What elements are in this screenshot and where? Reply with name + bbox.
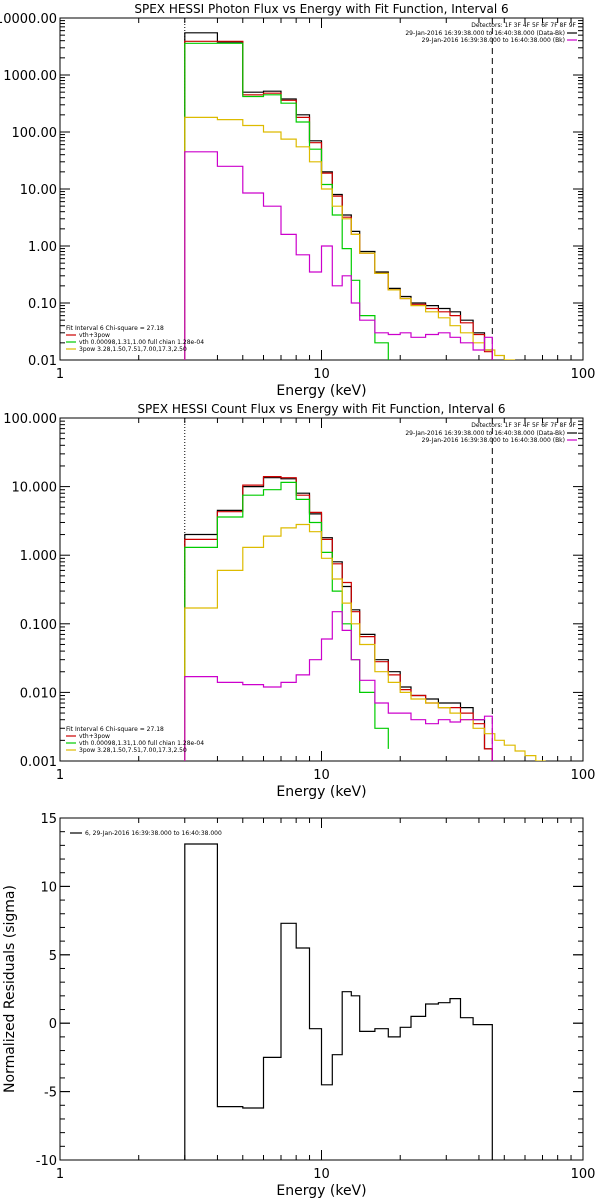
series-line-1 — [184, 476, 493, 761]
y-tick-label: 10000.00 — [0, 12, 57, 27]
legend-entry-label: vth 0.00098,1.31,1.00 full chian 1.28e-0… — [79, 339, 204, 346]
series-group — [184, 32, 516, 360]
legend-entry-label: 29-Jan-2016 16:39:38.000 to 16:40:38.000… — [422, 37, 565, 44]
chart-title: SPEX HESSI Photon Flux vs Energy with Fi… — [134, 2, 508, 16]
series-line-3 — [184, 116, 516, 360]
y-tick-label: 100.00 — [12, 126, 58, 141]
series-line-4 — [184, 151, 493, 360]
y-tick-label: 0.100 — [20, 618, 57, 633]
legend-entry-label: 29-Jan-2016 16:39:38.000 to 16:40:38.000… — [405, 30, 565, 37]
y-tick-label: 15 — [40, 812, 57, 827]
photon-flux-panel: SPEX HESSI Photon Flux vs Energy with Fi… — [0, 2, 595, 399]
x-tick-label: 10 — [313, 768, 330, 783]
series-line-4 — [184, 611, 493, 761]
x-tick-label: 10 — [313, 1167, 330, 1182]
series-line-0 — [184, 477, 493, 761]
legend-fit-header: Fit Interval 6 Chi-square = 27.18 — [66, 325, 164, 332]
x-tick-label: 100 — [571, 1167, 596, 1182]
series-line-2 — [184, 481, 389, 761]
series-line-2 — [184, 42, 389, 360]
x-tick-label: 1 — [56, 367, 64, 382]
x-axis-label: Energy (keV) — [276, 784, 366, 800]
x-tick-label: 10 — [313, 367, 330, 382]
series-group — [184, 843, 493, 1160]
y-tick-label: 1.000 — [20, 549, 57, 564]
y-tick-label: 0.10 — [28, 297, 57, 312]
residuals-panel: 1 10 100 15 10 5 0 -5 -10 Energy (keV) Normalized … — [2, 812, 595, 1199]
legend-detectors: Detectors: 1F 3F 4F 5F 6F 7F 8F 9F — [471, 22, 576, 29]
x-tick-label: 100 — [571, 768, 596, 783]
y-tick-label: 0.001 — [20, 755, 57, 770]
y-tick-label: 0 — [49, 1017, 57, 1032]
y-tick-label: -5 — [44, 1086, 57, 1101]
y-tick-label: 10.00 — [20, 183, 57, 198]
chart-title: SPEX HESSI Count Flux vs Energy with Fit… — [137, 402, 505, 416]
x-tick-label: 100 — [571, 367, 596, 382]
plot-frame — [59, 417, 584, 762]
x-tick-label: 1 — [56, 768, 64, 783]
y-tick-label: 10.000 — [12, 481, 58, 496]
y-tick-label: 0.010 — [20, 686, 57, 701]
legend-entry-label: vth+3pow — [79, 733, 110, 740]
y-axis-label: Normalized Residuals (sigma) — [2, 885, 18, 1093]
legend-fit-header: Fit Interval 6 Chi-square = 27.18 — [66, 726, 164, 733]
series-group — [184, 476, 546, 761]
series-line-3 — [184, 523, 546, 761]
legend-entry-label: 3pow 3.28,1.50,7.51,7.00,17.3,2.50 — [79, 346, 187, 353]
legend-entry-label: 29-Jan-2016 16:39:38.000 to 16:40:38.000… — [405, 430, 565, 437]
legend-entry-label: 6, 29-Jan-2016 16:39:38.000 to 16:40:38.… — [85, 830, 222, 837]
legend-detectors: Detectors: 1F 3F 4F 5F 6F 7F 8F 9F — [471, 422, 576, 429]
x-axis-label: Energy (keV) — [276, 383, 366, 399]
y-tick-label: 10 — [40, 880, 57, 895]
y-tick-label: -10 — [36, 1154, 57, 1169]
series-line-1 — [184, 40, 493, 360]
y-tick-label: 1000.00 — [3, 69, 57, 84]
y-tick-label: 0.01 — [28, 354, 57, 369]
legend-entry-label: 29-Jan-2016 16:39:38.000 to 16:40:38.000… — [422, 437, 565, 444]
x-tick-label: 1 — [56, 1167, 64, 1182]
y-tick-label: 5 — [49, 949, 57, 964]
series-line-0 — [184, 843, 493, 1160]
legend-entry-label: vth 0.00098,1.31,1.00 full chian 1.28e-0… — [79, 740, 204, 747]
plot-frame — [59, 817, 584, 1161]
y-tick-label: 100.000 — [3, 412, 57, 427]
legend-entry-label: 3pow 3.28,1.50,7.51,7.00,17.3,2.50 — [79, 747, 187, 754]
count-flux-panel: SPEX HESSI Count Flux vs Energy with Fit… — [3, 402, 595, 800]
y-tick-label: 1.00 — [28, 240, 57, 255]
legend-entry-label: vth+3pow — [79, 332, 110, 339]
x-axis-label: Energy (keV) — [276, 1183, 366, 1199]
